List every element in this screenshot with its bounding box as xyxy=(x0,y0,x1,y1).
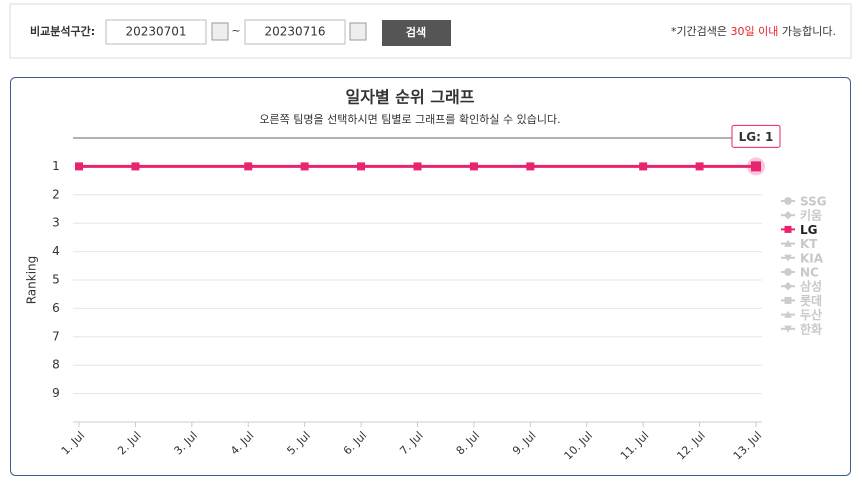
note-part: 가능합니다. xyxy=(778,25,836,38)
search-button-label: 검색 xyxy=(406,25,426,39)
y-tick-label: 4 xyxy=(52,244,60,258)
point xyxy=(751,161,761,172)
y-tick-label: 3 xyxy=(52,216,60,230)
end-date: 20230716 xyxy=(264,25,325,39)
chart-title: 일자별 순위 그래프 xyxy=(346,88,475,107)
y-tick-label: 6 xyxy=(52,301,60,315)
legend-label[interactable]: 키움 xyxy=(800,208,822,223)
legend-marker xyxy=(784,225,792,233)
y-tick-label: 5 xyxy=(52,273,60,287)
note-highlight: 30일 이내 xyxy=(731,24,779,38)
chart-subtitle: 오른쪽 팀명을 선택하시면 팀별로 그래프를 확인하실 수 있습니다. xyxy=(259,112,560,126)
y-tick-label: 8 xyxy=(52,358,60,372)
legend-marker xyxy=(783,282,793,291)
legend-marker xyxy=(784,239,792,247)
y-tick-label: 1 xyxy=(52,159,60,173)
point xyxy=(244,162,253,171)
legend-label[interactable]: KT xyxy=(800,237,818,251)
tooltip-box xyxy=(731,124,781,148)
y-axis-label: Ranking xyxy=(25,256,39,305)
end-input[interactable] xyxy=(244,19,346,45)
y-tick-label: 7 xyxy=(52,329,60,343)
y-tick-label: 9 xyxy=(52,386,60,400)
start-input[interactable] xyxy=(105,19,207,45)
legend-marker xyxy=(784,310,792,318)
tooltip: LG: 1 xyxy=(739,130,774,144)
legend-marker xyxy=(784,296,792,304)
legend-marker xyxy=(784,325,792,333)
point xyxy=(695,162,704,171)
point xyxy=(639,162,648,171)
search-note: *기간검색은 30일 이내 가능합니다. xyxy=(671,24,836,38)
legend-marker xyxy=(784,268,792,276)
legend-label[interactable]: KIA xyxy=(800,251,824,265)
legend-label[interactable]: LG xyxy=(800,223,818,237)
search-button[interactable] xyxy=(382,20,451,46)
point xyxy=(469,162,478,171)
legend-label[interactable]: SSG xyxy=(800,195,827,209)
point xyxy=(413,162,422,171)
legend-label[interactable]: 한화 xyxy=(800,321,822,336)
start-date: 20230701 xyxy=(125,25,186,39)
point xyxy=(131,162,140,171)
point xyxy=(300,162,309,171)
separator: ~ xyxy=(231,24,240,37)
legend-marker xyxy=(783,211,793,220)
y-tick-label: 2 xyxy=(52,187,60,201)
legend-marker xyxy=(784,254,792,262)
point xyxy=(526,162,535,171)
calendar-icon[interactable] xyxy=(349,22,367,41)
point xyxy=(357,162,366,171)
legend-label[interactable]: 삼성 xyxy=(800,279,822,294)
chart-box xyxy=(10,77,851,476)
search-label: 비교분석구간: xyxy=(30,24,95,38)
point xyxy=(75,162,83,171)
legend-label[interactable]: NC xyxy=(800,266,819,280)
legend-marker xyxy=(784,197,792,205)
note-part: *기간검색은 xyxy=(671,25,731,38)
legend-label[interactable]: 두산 xyxy=(800,307,822,322)
legend-label[interactable]: 롯데 xyxy=(800,293,822,308)
calendar-icon[interactable] xyxy=(211,22,229,41)
